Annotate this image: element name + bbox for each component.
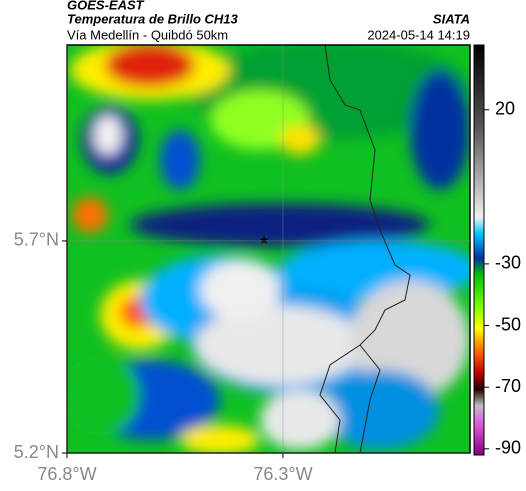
source: SIATA (433, 11, 470, 26)
y-tick-label: 5.7°N (14, 230, 59, 250)
subtitle: Temperatura de Brillo CH13 (67, 11, 239, 26)
colorbar-tick-label: -90 (495, 438, 521, 458)
x-tick-label: 76.3°W (253, 464, 312, 484)
location: Vía Medellín - Quibdó 50km (67, 27, 228, 42)
brightness-field (67, 45, 470, 453)
colorbar-tick-label: -70 (495, 376, 521, 396)
colorbar (473, 44, 485, 456)
x-tick-label: 76.8°W (37, 464, 96, 484)
title: GOES-EAST (67, 0, 145, 12)
colorbar-tick-label: -50 (495, 314, 521, 334)
colorbar-tick-label: 20 (495, 98, 515, 118)
city-marker: ★ (259, 233, 270, 247)
timestamp: 2024-05-14 14:19 (367, 27, 470, 42)
y-tick-label: 5.2°N (14, 442, 59, 462)
colorbar-tick-label: -30 (495, 253, 521, 273)
